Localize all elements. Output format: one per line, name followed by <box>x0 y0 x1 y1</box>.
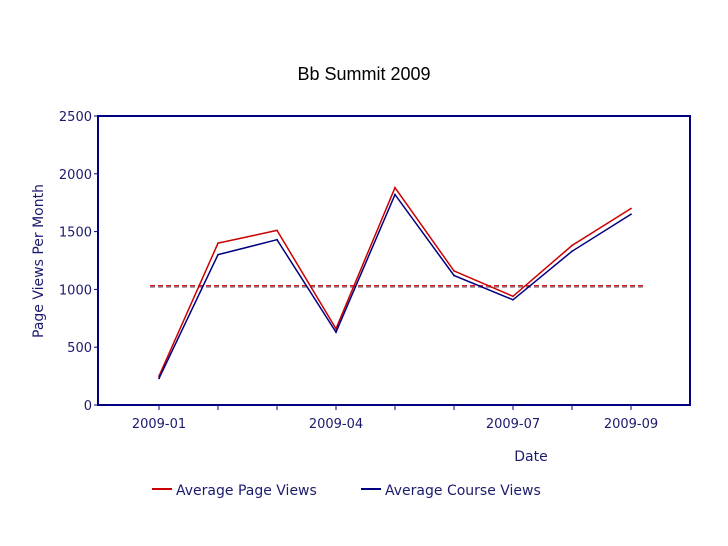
data-point-1-5 <box>453 274 455 277</box>
data-point-1-1 <box>217 253 219 256</box>
legend: Average Page Views Average Course Views <box>152 483 541 499</box>
y-axis-ticks: 0 500 1000 1500 2000 2500 <box>59 110 98 414</box>
legend-label-average-page-views: Average Page Views <box>176 483 317 499</box>
legend-label-average-course-views: Average Course Views <box>385 483 541 499</box>
series-lines <box>158 186 632 380</box>
data-point-0-1 <box>217 242 219 245</box>
data-point-0-7 <box>571 244 573 247</box>
data-point-0-5 <box>453 270 455 272</box>
y-tick-label: 2500 <box>59 110 92 125</box>
data-point-1-2 <box>276 238 278 241</box>
x-tick-label: 2009-07 <box>486 417 540 432</box>
data-point-0-4 <box>394 186 396 189</box>
y-tick-label: 1000 <box>59 283 92 298</box>
data-point-1-8 <box>630 213 632 216</box>
data-point-0-6 <box>512 295 514 298</box>
y-axis-label: Page Views Per Month <box>31 184 47 338</box>
data-point-0-3 <box>335 327 337 330</box>
data-point-0-2 <box>276 229 278 232</box>
data-point-1-0 <box>158 377 160 380</box>
series-line-0 <box>158 186 632 377</box>
y-tick-label: 2000 <box>59 168 92 183</box>
x-axis-ticks: 2009-01 2009-04 2009-07 2009-09 <box>132 405 658 432</box>
data-point-1-4 <box>394 193 396 196</box>
y-tick-label: 0 <box>84 399 92 414</box>
y-tick-label: 500 <box>67 341 92 356</box>
x-tick-label: 2009-04 <box>309 417 363 432</box>
y-tick-label: 1500 <box>59 226 92 241</box>
data-point-1-6 <box>512 298 514 301</box>
slide-title: Bb Summit 2009 <box>297 64 431 84</box>
x-tick-label: 2009-09 <box>604 417 658 432</box>
reference-lines <box>150 285 646 288</box>
plot-frame <box>97 115 691 406</box>
x-axis-label: Date <box>514 449 547 465</box>
data-point-1-3 <box>335 331 337 334</box>
data-point-0-8 <box>630 207 632 210</box>
x-tick-label: 2009-01 <box>132 417 186 432</box>
data-point-1-7 <box>571 250 573 253</box>
